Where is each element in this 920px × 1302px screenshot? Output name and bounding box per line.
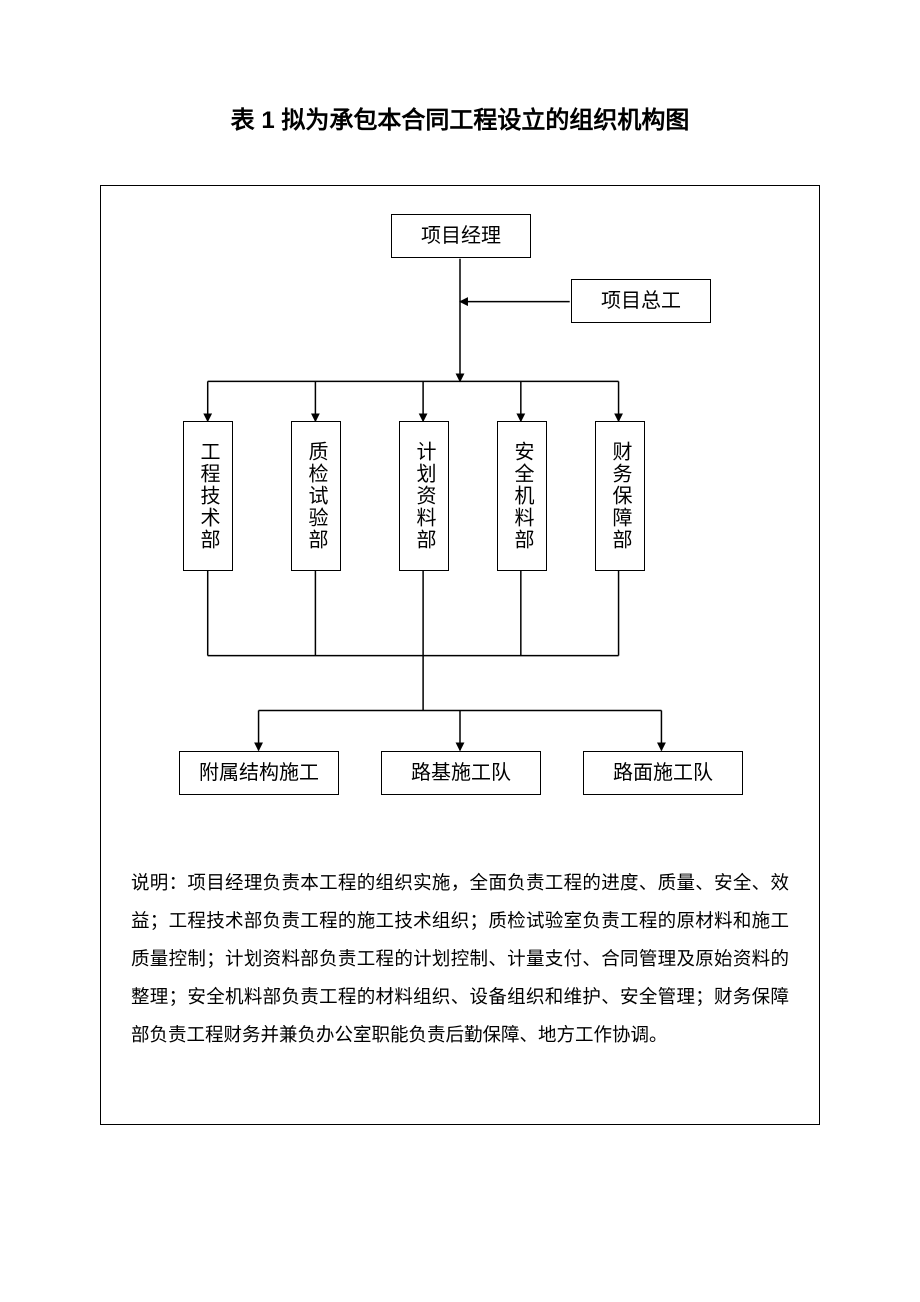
- chart-frame: 项目经理项目总工工程技术部质检试验部计划资料部安全机料部财务保障部附属结构施工路…: [100, 185, 820, 1125]
- node-t2: 路基施工队: [381, 751, 541, 795]
- org-chart: 项目经理项目总工工程技术部质检试验部计划资料部安全机料部财务保障部附属结构施工路…: [101, 186, 819, 846]
- node-d1: 工程技术部: [183, 421, 233, 571]
- node-chief: 项目总工: [571, 279, 711, 323]
- node-d2: 质检试验部: [291, 421, 341, 571]
- node-pm: 项目经理: [391, 214, 531, 258]
- document-title: 表 1 拟为承包本合同工程设立的组织机构图: [100, 100, 820, 135]
- node-t1: 附属结构施工: [179, 751, 339, 795]
- node-d5: 财务保障部: [595, 421, 645, 571]
- chart-description: 说明：项目经理负责本工程的组织实施，全面负责工程的进度、质量、安全、效益；工程技…: [101, 846, 819, 1076]
- node-d4: 安全机料部: [497, 421, 547, 571]
- node-t3: 路面施工队: [583, 751, 743, 795]
- node-d3: 计划资料部: [399, 421, 449, 571]
